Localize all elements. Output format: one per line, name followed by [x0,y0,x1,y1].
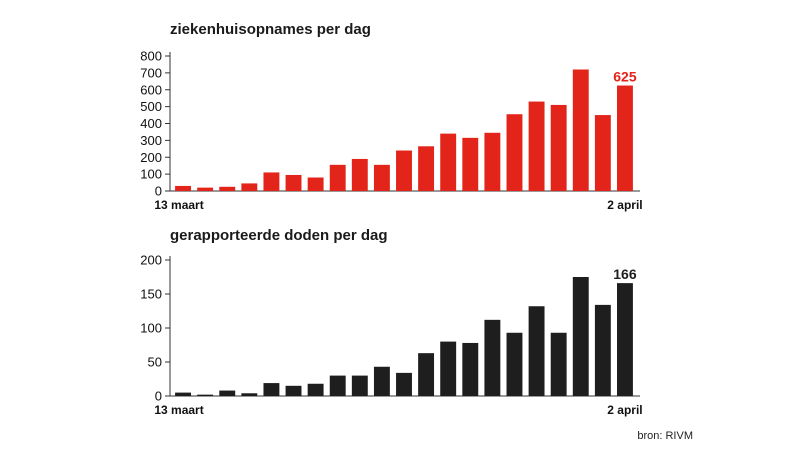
bar [440,133,457,191]
x-tick-label-end: 2 april [607,198,642,212]
bar [506,114,523,191]
y-tick-label: 800 [140,49,162,64]
bar [550,104,567,191]
bar [594,304,611,396]
y-tick-label: 200 [140,253,162,268]
bar [307,177,324,191]
y-tick-label: 700 [140,65,162,80]
bar [241,393,258,396]
y-tick-label: 400 [140,116,162,131]
y-tick-label: 150 [140,287,162,302]
chart-title-hospital-admissions: ziekenhuisopnames per dag [170,21,371,38]
bar [396,150,412,191]
bar [550,332,567,396]
y-tick-label: 0 [155,389,162,404]
bar [616,85,633,191]
y-tick-label: 100 [140,321,162,336]
bar [462,342,479,396]
bar [462,137,479,191]
bar [572,277,589,396]
bar [175,185,192,191]
bar [351,375,368,396]
bar [285,385,302,396]
bar [528,306,545,396]
bar [373,164,390,191]
y-tick-label: 50 [148,355,162,370]
y-tick-label: 500 [140,99,162,114]
bar [484,319,501,396]
x-tick-label-start: 13 maart [154,403,203,417]
bar [263,172,280,191]
bar [396,372,412,396]
x-tick-label-end: 2 april [607,403,642,417]
last-value-label: 625 [613,69,637,85]
bar [373,366,390,396]
y-tick-label: 100 [140,167,162,182]
bar [528,101,545,191]
bar [572,69,589,191]
y-tick-label: 600 [140,82,162,97]
bar [484,132,501,191]
bar [197,187,214,191]
bar [285,174,302,191]
bar [307,383,324,396]
source-note: bron: RIVM [637,430,693,442]
bar [418,146,435,191]
bar [418,353,435,396]
bar [219,186,236,191]
bar [175,392,192,396]
chart-title-reported-deaths: gerapporteerde doden per dag [170,227,388,244]
x-tick-label-start: 13 maart [154,198,203,212]
last-value-label: 166 [613,266,637,282]
y-tick-label: 300 [140,133,162,148]
bar [329,164,346,191]
bar [197,394,214,396]
bar [241,183,258,191]
bar [506,332,523,396]
bar [263,383,280,396]
y-tick-label: 0 [155,184,162,199]
bar [594,115,611,191]
bar [616,283,633,396]
bar [440,341,457,396]
bar [329,375,346,396]
y-tick-label: 200 [140,150,162,165]
bar [219,390,236,396]
bar [351,158,368,191]
